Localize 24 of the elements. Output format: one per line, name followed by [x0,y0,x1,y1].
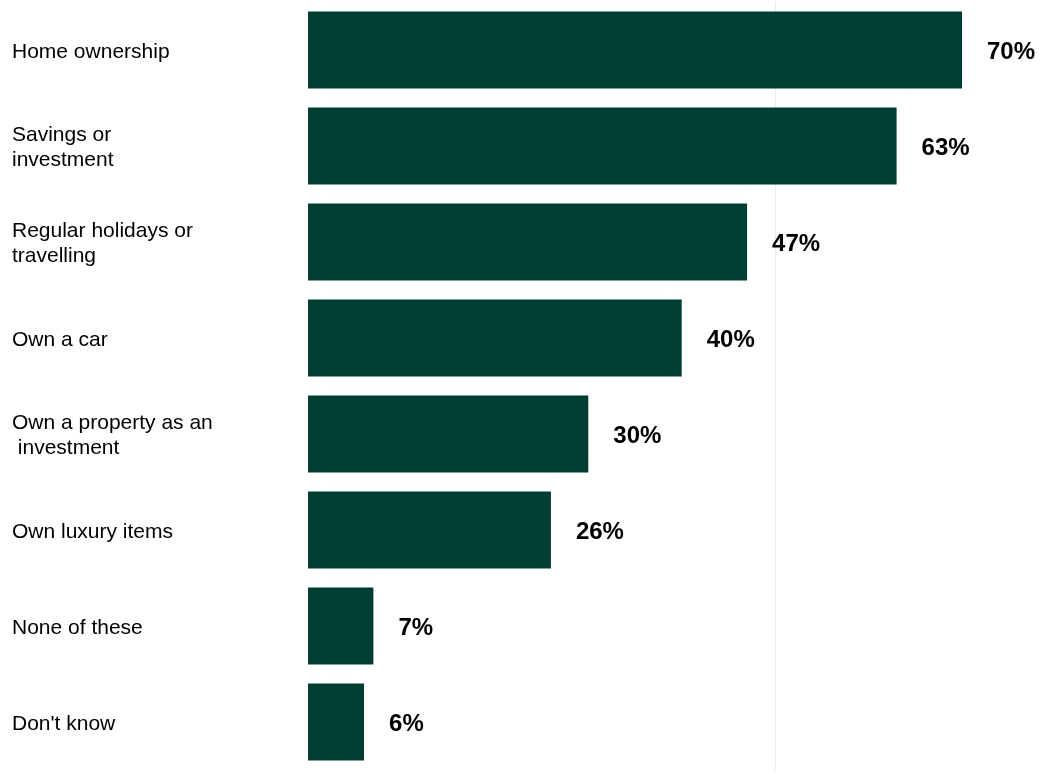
data-label: 6% [389,708,424,736]
data-label: 40% [706,324,755,352]
data-label: 30% [613,420,662,448]
y-tick-label: Home ownership [12,38,170,62]
data-label: 7% [398,612,434,640]
bar [308,491,551,569]
bar [308,299,682,377]
y-tick-label: Own a property as an investment [12,410,213,458]
bar [308,203,748,281]
y-tick-label: Regular holidays or travelling [12,218,199,266]
bar [308,107,897,185]
data-label: 70% [987,36,1036,64]
y-tick-label: None of these [12,614,143,638]
y-tick-label: Own luxury items [12,518,174,542]
data-label: 26% [575,516,624,544]
y-tick-label: Don't know [12,710,117,734]
bar [308,395,589,473]
bar [308,683,365,761]
y-tick-label: Savings or investment [12,122,118,170]
bar [308,587,374,665]
data-label: 63% [921,132,970,160]
data-label: 47% [772,228,821,256]
y-tick-label: Own a car [12,326,108,350]
bar [308,11,962,89]
